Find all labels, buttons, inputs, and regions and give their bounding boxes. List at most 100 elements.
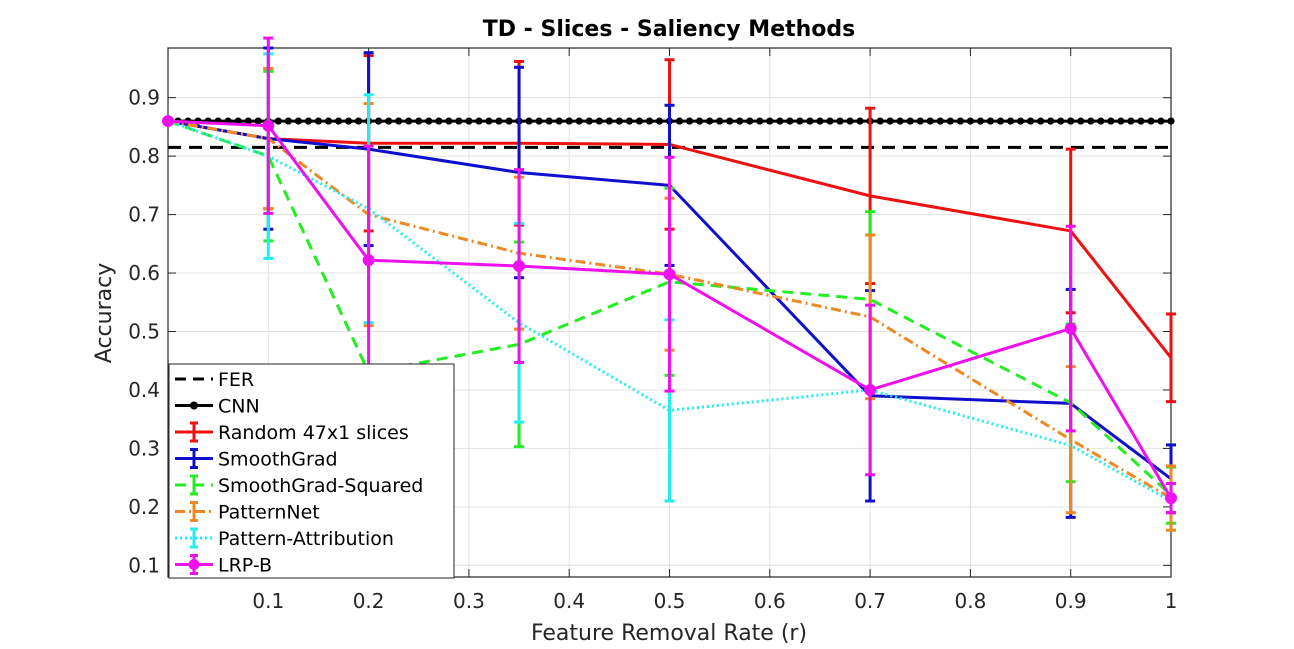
reference-marker: [1047, 117, 1055, 125]
reference-marker: [846, 117, 854, 125]
reference-marker: [1097, 117, 1105, 125]
reference-marker: [435, 117, 443, 125]
reference-marker: [876, 117, 884, 125]
y-tick-label: 0.5: [128, 319, 160, 343]
reference-marker: [986, 117, 995, 125]
data-point: [362, 254, 375, 267]
series-lrp-b: [162, 36, 1177, 515]
reference-marker: [565, 117, 573, 125]
reference-marker: [645, 117, 654, 125]
reference-marker: [1077, 117, 1085, 125]
reference-marker: [766, 117, 774, 125]
reference-marker: [1107, 117, 1115, 125]
reference-marker: [756, 117, 764, 125]
reference-marker: [385, 117, 393, 125]
series-line: [167, 119, 1172, 480]
x-tick-label: 0.8: [954, 589, 986, 613]
reference-marker: [274, 117, 282, 125]
reference-marker: [786, 117, 794, 125]
reference-marker: [796, 117, 804, 125]
reference-marker: [1087, 117, 1095, 125]
reference-marker: [966, 117, 975, 125]
reference-marker: [1147, 117, 1155, 125]
reference-marker: [405, 117, 413, 125]
reference-marker: [655, 117, 664, 125]
reference-marker: [314, 117, 323, 125]
reference-marker: [675, 117, 684, 125]
reference-marker: [936, 117, 944, 125]
reference-marker: [244, 117, 252, 125]
legend-item: SmoothGrad-Squared: [175, 474, 423, 497]
legend-marker: [190, 401, 198, 410]
reference-marker: [495, 117, 503, 125]
series-line: [167, 119, 1172, 503]
y-tick-label: 0.9: [128, 86, 160, 110]
reference-marker: [475, 117, 483, 125]
reference-marker: [886, 117, 894, 125]
legend-label: SmoothGrad-Squared: [218, 475, 423, 497]
reference-marker: [896, 117, 904, 125]
y-tick-label: 0.2: [128, 495, 160, 519]
data-point: [513, 260, 526, 273]
reference-marker: [826, 117, 834, 125]
reference-marker: [1057, 117, 1065, 125]
legend-label: Pattern-Attribution: [218, 528, 394, 550]
legend-label: FER: [218, 369, 254, 391]
y-axis-label: Accuracy: [92, 263, 117, 363]
data-point: [162, 115, 174, 128]
legend-item: CNN: [175, 396, 260, 418]
reference-marker: [816, 117, 824, 125]
data-point: [1165, 492, 1177, 505]
reference-marker: [254, 117, 262, 125]
reference-marker: [445, 117, 453, 125]
x-tick-label: 0.7: [854, 589, 886, 613]
x-tick-label: 0.4: [553, 589, 585, 613]
reference-marker: [1006, 117, 1015, 125]
y-tick-label: 0.4: [128, 378, 160, 402]
x-tick-label: 0.3: [453, 589, 485, 613]
reference-marker: [916, 117, 924, 125]
reference-marker: [585, 117, 593, 125]
legend-label: SmoothGrad: [218, 449, 338, 471]
x-tick-label: 1: [1165, 589, 1178, 613]
reference-marker: [1037, 117, 1045, 125]
reference-marker: [685, 117, 694, 125]
reference-marker: [575, 117, 583, 125]
reference-marker: [1067, 117, 1075, 125]
reference-marker: [946, 117, 954, 125]
reference-marker: [906, 117, 914, 125]
reference-marker: [294, 117, 302, 125]
y-tick-label: 0.8: [128, 144, 160, 168]
reference-marker: [535, 117, 543, 125]
reference-marker: [1016, 117, 1025, 125]
x-tick-label: 0.1: [252, 589, 284, 613]
y-tick-label: 0.3: [128, 436, 160, 460]
reference-marker: [695, 117, 704, 125]
reference-marker: [746, 117, 754, 125]
x-axis-label: Feature Removal Rate (r): [531, 621, 807, 646]
reference-marker: [505, 117, 513, 125]
legend-item: Random 47x1 slices: [175, 421, 409, 444]
legend: FER CNN Random 47x1 slices SmoothGrad Smooth…: [168, 363, 455, 579]
reference-marker: [956, 117, 964, 125]
reference-marker: [635, 117, 644, 125]
series-line: [167, 119, 1172, 500]
reference-marker: [455, 117, 463, 125]
reference-marker: [334, 117, 343, 125]
x-tick-label: 0.6: [754, 589, 786, 613]
reference-marker: [525, 117, 533, 125]
reference-marker: [996, 117, 1005, 125]
reference-marker: [706, 117, 714, 125]
reference-marker: [354, 117, 363, 125]
y-tick-label: 0.7: [128, 203, 160, 227]
reference-marker: [284, 117, 292, 125]
reference-marker: [1157, 117, 1165, 125]
reference-marker: [555, 117, 563, 125]
x-tick-label: 0.9: [1055, 589, 1087, 613]
legend-box: [168, 363, 455, 579]
reference-marker: [776, 117, 784, 125]
legend-label: LRP-B: [218, 555, 272, 577]
reference-marker: [806, 117, 814, 125]
reference-marker: [605, 117, 613, 125]
